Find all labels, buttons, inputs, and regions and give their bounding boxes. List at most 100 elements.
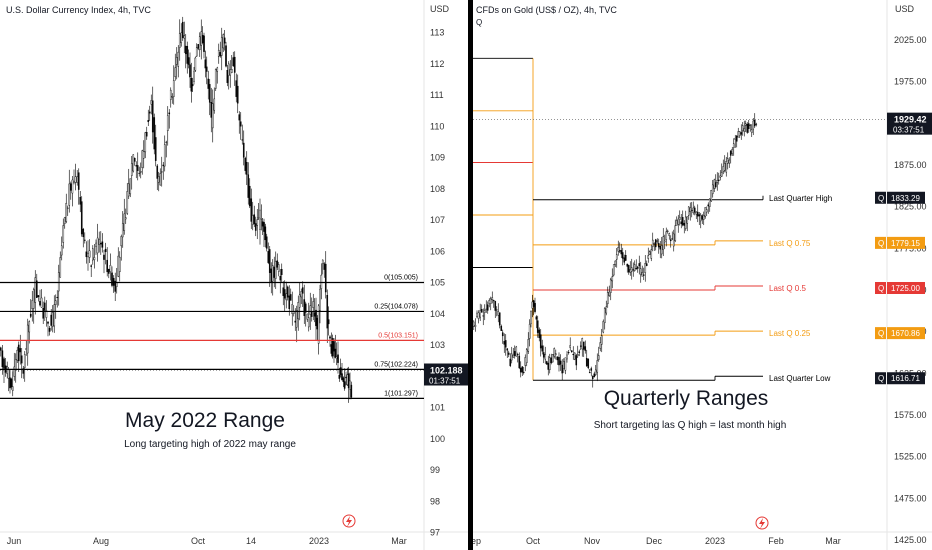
dxy-candle	[280, 263, 283, 283]
dxy-candle-body	[148, 111, 151, 114]
gold-candle-body	[677, 218, 680, 225]
gold-level-flag-box	[875, 191, 886, 204]
gold-candle-body	[554, 353, 557, 355]
gold-candle	[621, 247, 624, 266]
dxy-candle-body	[124, 217, 127, 220]
dxy-candle	[120, 234, 123, 261]
gold-x-tick-label: Sep	[473, 536, 481, 546]
gold-candle-body	[626, 263, 629, 267]
gold-candle-body	[663, 240, 666, 243]
dxy-candle	[180, 23, 183, 47]
dxy-candle-body	[83, 239, 86, 241]
gold-level-flag: Q	[878, 239, 884, 248]
dxy-y-tick-label: 98	[430, 496, 440, 506]
gold-candle-body	[674, 225, 677, 241]
dxy-candle-body	[307, 317, 310, 328]
dxy-candle-body	[285, 293, 288, 301]
dxy-candle	[260, 204, 263, 231]
gold-candle	[524, 354, 527, 372]
gold-y-tick-label: 1525.00	[894, 452, 927, 462]
dxy-candle-body	[186, 45, 189, 64]
gold-candle-body	[672, 233, 675, 247]
gold-candle-body	[641, 272, 644, 277]
gold-candle-body	[594, 369, 597, 375]
gold-candle	[654, 238, 657, 251]
dxy-candle-body	[233, 56, 236, 73]
gold-candle	[677, 214, 680, 233]
gold-candle	[717, 172, 720, 185]
dxy-countdown: 01:37:51	[429, 377, 461, 386]
dxy-candle-body	[17, 344, 20, 362]
dxy-candle-body	[229, 69, 232, 76]
dxy-candle-body	[283, 289, 286, 299]
gold-candle	[645, 260, 648, 267]
dxy-candle-body	[341, 373, 343, 380]
dxy-candle-body	[68, 183, 71, 206]
dxy-candle-body	[126, 191, 129, 214]
gold-candle	[554, 349, 557, 360]
dxy-candle	[68, 169, 71, 213]
gold-candle-body	[656, 240, 659, 242]
dxy-candle	[82, 227, 85, 248]
gold-candle-body	[504, 340, 507, 348]
dxy-chart-panel[interactable]: 9798991001011021031041051061071081091101…	[0, 0, 468, 550]
dxy-candle	[339, 358, 342, 378]
dxy-candle	[160, 156, 163, 187]
dxy-candle	[271, 259, 274, 296]
gold-candle-body	[559, 360, 562, 365]
gold-candle	[620, 243, 623, 259]
dxy-candle-body	[312, 301, 315, 309]
gold-x-tick-label: Feb	[768, 536, 784, 546]
gold-candle-body	[728, 159, 731, 164]
gold-candle	[753, 113, 756, 128]
panel-divider[interactable]	[468, 0, 473, 550]
gold-candle	[564, 357, 567, 375]
gold-candle-body	[599, 342, 602, 349]
gold-candle	[722, 159, 725, 175]
dxy-x-tick-label: Jun	[7, 536, 22, 546]
gold-chart-panel[interactable]: 1425.001475.001525.001575.001625.001675.…	[473, 0, 932, 550]
dxy-candle-body	[274, 261, 277, 279]
gold-candle	[608, 285, 611, 297]
dxy-candle	[210, 87, 213, 133]
dxy-candle-body	[183, 35, 186, 39]
gold-candle-body	[550, 357, 553, 363]
gold-candle	[593, 371, 596, 378]
dxy-candle	[85, 241, 88, 264]
gold-candle-body	[729, 150, 732, 156]
dxy-candle-body	[169, 89, 172, 100]
gold-candle	[737, 127, 740, 138]
gold-candle	[606, 286, 609, 308]
gold-candle	[686, 216, 689, 232]
gold-candle-body	[630, 267, 633, 272]
dxy-candle	[267, 242, 270, 265]
gold-candle-body	[698, 214, 701, 217]
gold-chart-title: CFDs on Gold (US$ / OZ), 4h, TVC	[476, 5, 617, 15]
gold-candle-body	[590, 368, 593, 371]
gold-candle-body	[650, 249, 653, 259]
gold-candle	[746, 122, 749, 134]
gold-candle	[491, 291, 494, 304]
dxy-candle-body	[104, 248, 107, 253]
dxy-candle-body	[334, 348, 337, 358]
dxy-candle	[175, 47, 178, 80]
gold-candle-body	[624, 254, 627, 261]
dxy-candle-body	[282, 287, 285, 296]
dxy-candle	[208, 78, 211, 116]
gold-level-flag: Q	[878, 284, 884, 293]
gold-quarter-level-label: Last Q 0.5	[769, 284, 806, 293]
dxy-y-tick-label: 105	[430, 278, 445, 288]
dxy-candle-body	[118, 256, 121, 273]
gold-quarter-level-label: Last Quarter Low	[769, 374, 831, 383]
dxy-candle-body	[349, 380, 351, 390]
gold-candle	[579, 341, 582, 351]
dxy-candle	[342, 376, 345, 387]
gold-candle-body	[495, 309, 498, 311]
gold-level-flag-box	[875, 327, 886, 340]
gold-candle-body	[535, 316, 538, 320]
gold-candle-body	[528, 324, 531, 339]
dxy-candle	[285, 281, 288, 309]
dxy-candle	[254, 216, 257, 237]
dxy-candle-body	[82, 228, 85, 238]
dxy-candle	[156, 164, 159, 191]
